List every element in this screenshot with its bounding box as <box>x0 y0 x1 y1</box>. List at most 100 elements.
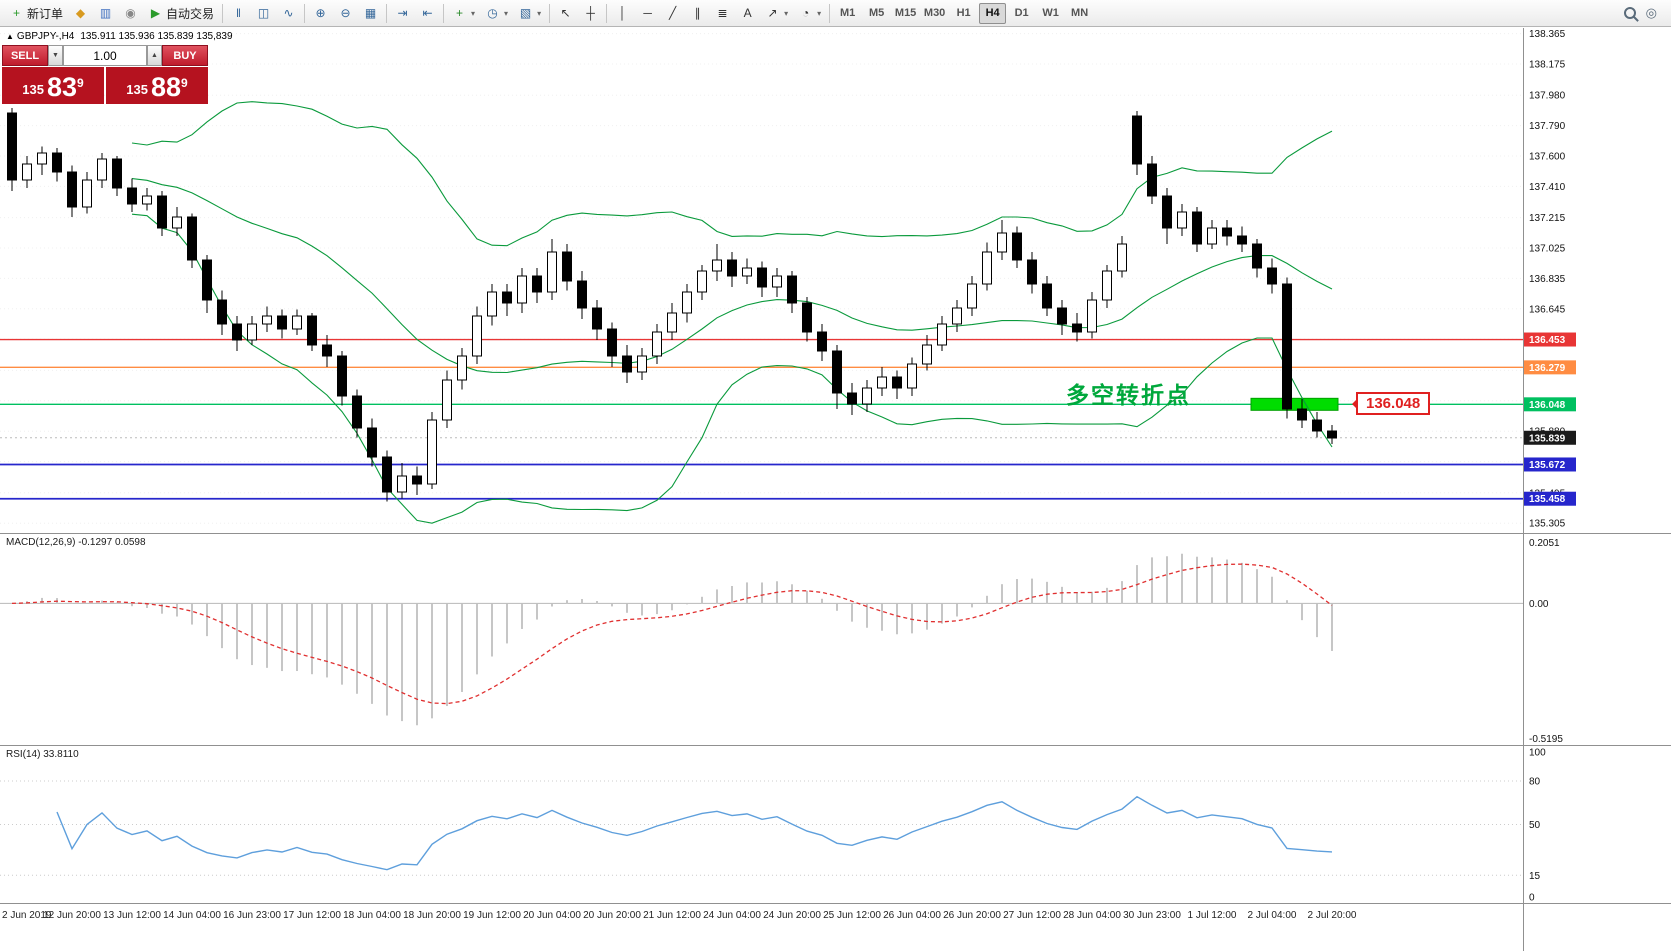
data-window-button[interactable]: ▥ <box>93 2 118 25</box>
periods-icon: ◷ <box>487 5 498 20</box>
svg-text:27 Jun 12:00: 27 Jun 12:00 <box>1003 910 1061 921</box>
svg-text:0.2051: 0.2051 <box>1529 538 1560 549</box>
bar-chart-mode-button[interactable]: ‖ <box>226 2 251 25</box>
fibonacci-tool-button[interactable]: ≣ <box>710 2 735 25</box>
candlestick-mode-button[interactable]: ◫ <box>251 2 276 25</box>
svg-text:100: 100 <box>1529 748 1546 759</box>
svg-text:15: 15 <box>1529 871 1541 882</box>
text-tool-button[interactable]: A <box>735 2 760 25</box>
auto-scroll-button[interactable]: ⇥ <box>390 2 415 25</box>
highlight-zone[interactable] <box>1250 397 1339 411</box>
templates-button[interactable]: ▧ ▾ <box>513 2 546 25</box>
price-tag-label[interactable]: 136.048 <box>1352 392 1431 415</box>
fibonacci-tool-icon: ≣ <box>717 5 728 20</box>
toolbar-separator <box>443 3 445 23</box>
horizontal-level-lines[interactable] <box>0 338 1523 500</box>
timeframe-m15-button[interactable]: M15 <box>894 7 917 19</box>
timeframe-mn-button[interactable]: MN <box>1071 7 1089 19</box>
search-icon[interactable] <box>1623 7 1636 19</box>
svg-text:19 Jun 12:00: 19 Jun 12:00 <box>463 910 521 921</box>
auto-trading-icon: ▶ <box>150 5 161 20</box>
cursor-tool-button[interactable]: ↖ <box>553 2 578 25</box>
chart-shift-button[interactable]: ⇤ <box>415 2 440 25</box>
volume-increase-button[interactable]: ▲ <box>147 45 162 66</box>
macd-name: MACD(12,26,9) <box>6 537 76 548</box>
tile-windows-button[interactable]: ▦ <box>358 2 383 25</box>
add-indicators-button[interactable]: + ▾ <box>447 2 480 25</box>
line-chart-mode-button[interactable]: ∿ <box>276 2 301 25</box>
sell-price-box[interactable]: 135 83 9 <box>2 67 104 104</box>
periods-button[interactable]: ◷ ▾ <box>480 2 513 25</box>
horizontal-line-tool-button[interactable]: ─ <box>635 2 660 25</box>
navigator-button[interactable]: ◉ <box>118 2 143 25</box>
new-order-button[interactable]: + 新订单 <box>4 2 68 25</box>
chart-area[interactable]: 138.365 138.175 137.980 137.790 137.600 137.4… <box>0 28 1671 951</box>
timeframe-w1-button[interactable]: W1 <box>1042 7 1059 19</box>
buy-button[interactable]: BUY <box>162 45 208 66</box>
sell-price-prefix: 135 <box>22 82 44 97</box>
vertical-line-tool-button[interactable]: │ <box>610 2 635 25</box>
toolbar-right-icons: ◎ <box>1623 5 1667 21</box>
volume-decrease-button[interactable]: ▼ <box>48 45 63 66</box>
turning-point-annotation: 多空转折点 <box>1066 382 1191 408</box>
svg-text:136.279: 136.279 <box>1529 363 1566 374</box>
cycles-tool-button[interactable]: ◔ ▾ <box>793 2 826 25</box>
timeframe-m1-button[interactable]: M1 <box>839 7 856 19</box>
chart-canvas[interactable]: 138.365 138.175 137.980 137.790 137.600 137.4… <box>0 28 1671 951</box>
svg-text:30 Jun 23:00: 30 Jun 23:00 <box>1123 910 1181 921</box>
svg-text:12 Jun 20:00: 12 Jun 20:00 <box>43 910 101 921</box>
trendline-tool-button[interactable]: ╱ <box>660 2 685 25</box>
add-indicators-icon: + <box>456 5 464 20</box>
toolbar-separator <box>386 3 388 23</box>
timeframe-h1-button[interactable]: H1 <box>956 7 971 19</box>
buy-price-sup: 9 <box>181 76 188 90</box>
macd-panel: 0.2051 0.00 -0.5195 <box>0 538 1563 745</box>
market-watch-button[interactable]: ◆ <box>68 2 93 25</box>
channel-tool-button[interactable]: ∥ <box>685 2 710 25</box>
sell-price-sup: 9 <box>77 76 84 90</box>
rsi-name: RSI(14) <box>6 749 41 760</box>
tile-windows-icon: ▦ <box>364 5 377 20</box>
timeframe-m5-button[interactable]: M5 <box>868 7 885 19</box>
svg-text:14 Jun 04:00: 14 Jun 04:00 <box>163 910 221 921</box>
timeframe-d1-button[interactable]: D1 <box>1014 7 1029 19</box>
svg-text:135.305: 135.305 <box>1529 519 1566 530</box>
svg-text:135.458: 135.458 <box>1529 494 1566 505</box>
text-tool-icon: A <box>743 5 752 20</box>
new-order-label: 新订单 <box>27 6 64 21</box>
svg-text:137.410: 137.410 <box>1529 182 1566 193</box>
auto-trading-button[interactable]: ▶ 自动交易 <box>143 2 219 25</box>
zoom-out-button[interactable]: ⊖ <box>333 2 358 25</box>
community-icon[interactable]: ◎ <box>1645 5 1657 20</box>
timeframe-h4-button[interactable]: H4 <box>979 2 1007 24</box>
arrows-tool-button[interactable]: ↗ ▾ <box>760 2 793 25</box>
crosshair-tool-button[interactable]: ┼ <box>578 2 603 25</box>
zoom-in-button[interactable]: ⊕ <box>308 2 333 25</box>
svg-text:-0.5195: -0.5195 <box>1529 734 1563 745</box>
new-order-icon: + <box>12 5 20 20</box>
svg-text:80: 80 <box>1529 777 1541 788</box>
symbol-ohlc-values: 135.911 135.936 135.839 135,839 <box>80 31 233 42</box>
bar-chart-mode-icon: ‖ <box>236 5 242 20</box>
timeframe-m30-button[interactable]: M30 <box>923 7 946 19</box>
market-watch-icon: ◆ <box>75 5 86 20</box>
svg-text:24 Jun 20:00: 24 Jun 20:00 <box>763 910 821 921</box>
channel-tool-icon: ∥ <box>694 5 701 20</box>
volume-input[interactable]: 1.00 <box>63 45 147 66</box>
toolbar-separator <box>829 3 831 23</box>
trade-controls-row: SELL ▼ 1.00 ▲ BUY <box>2 45 208 66</box>
price-scale[interactable]: 138.365 138.175 137.980 137.790 137.600 137.4… <box>1524 29 1576 530</box>
svg-text:20 Jun 04:00: 20 Jun 04:00 <box>523 910 581 921</box>
svg-text:137.215: 137.215 <box>1529 213 1566 224</box>
svg-text:137.790: 137.790 <box>1529 121 1566 132</box>
symbol-title: GBPJPY-,H4 <box>16 31 75 42</box>
trendline-tool-icon: ╱ <box>668 5 677 20</box>
cycles-tool-dropdown-icon: ▾ <box>817 8 822 18</box>
sell-price-big: 83 <box>46 72 78 102</box>
buy-price-box[interactable]: 135 88 9 <box>106 67 208 104</box>
cursor-tool-icon: ↖ <box>560 5 571 20</box>
toolbar-separator <box>549 3 551 23</box>
svg-text:21 Jun 12:00: 21 Jun 12:00 <box>643 910 701 921</box>
sell-button[interactable]: SELL <box>2 45 48 66</box>
